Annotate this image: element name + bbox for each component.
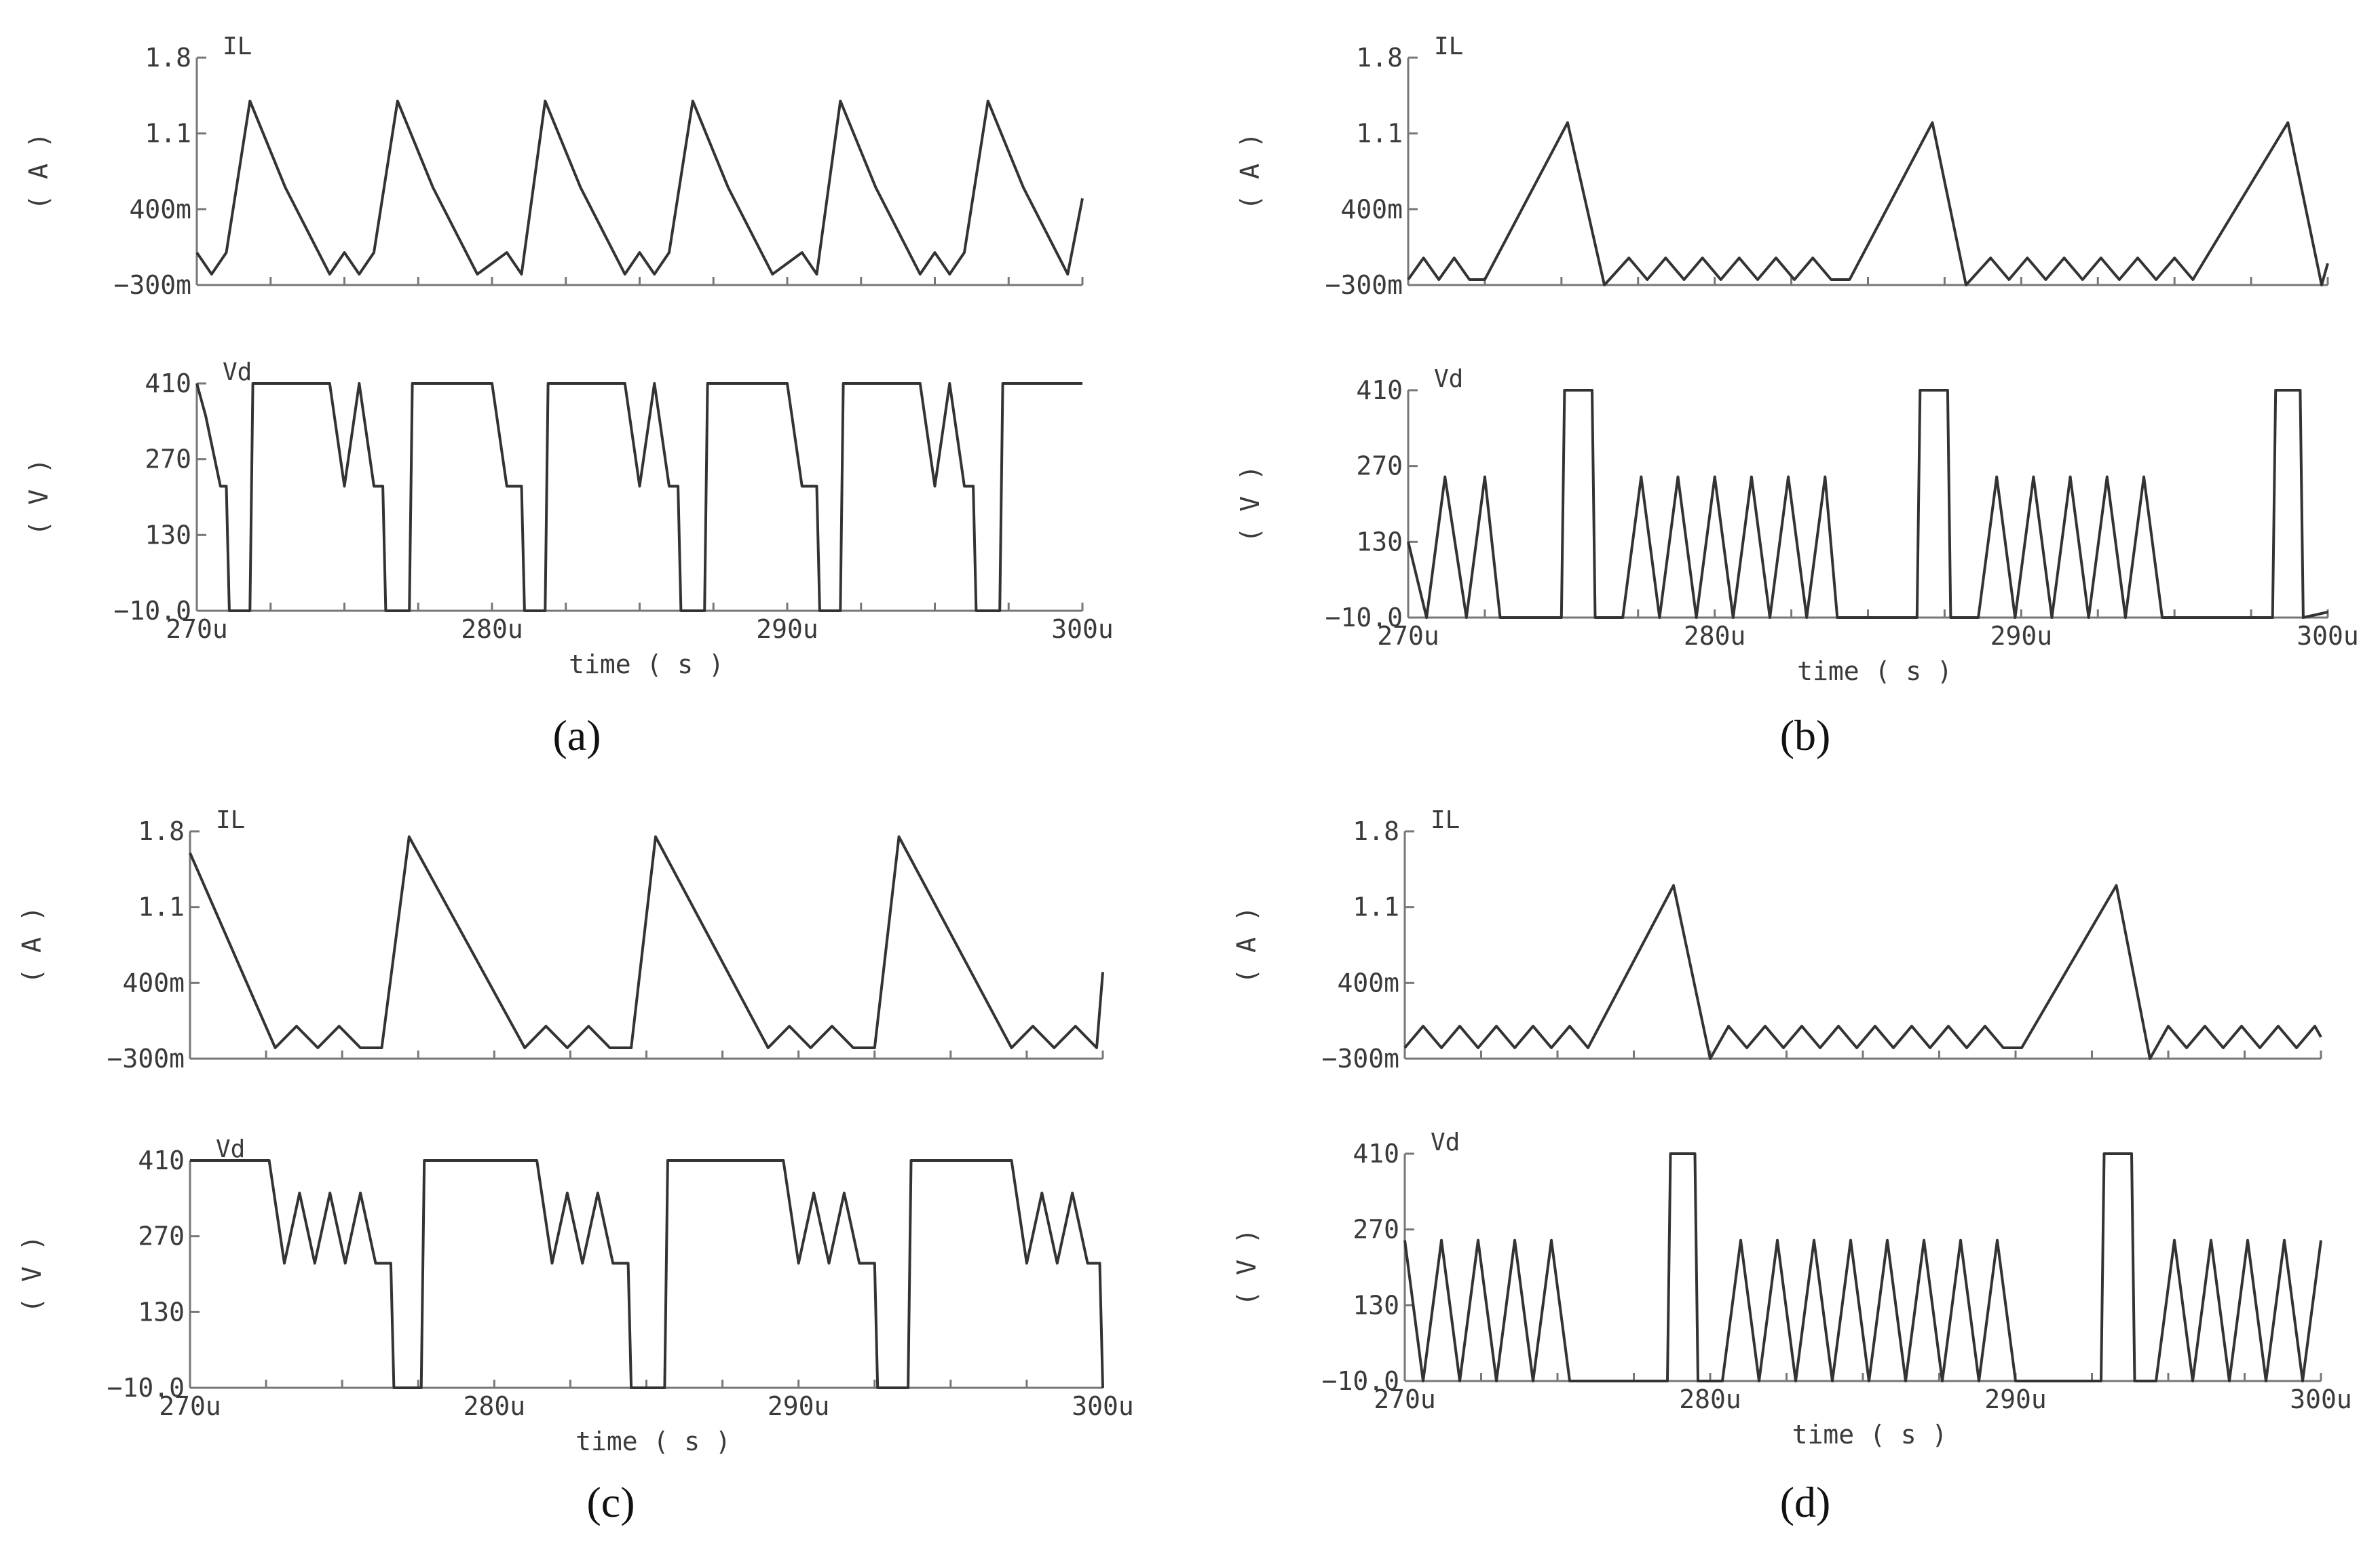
x-tick-label: 280u [464, 1391, 526, 1421]
y-tick-label: 1.1 [145, 119, 191, 149]
y-tick-label: 270 [1353, 1215, 1399, 1245]
y-tick-label: 1.8 [145, 43, 191, 73]
y-tick-label: 400m [1340, 194, 1403, 224]
y-tick-label: −300m [1325, 270, 1403, 300]
y-unit-label: ( A ) [1232, 906, 1262, 983]
trace-Vd [190, 1159, 1104, 1389]
y-tick-label: 1.1 [1353, 892, 1399, 922]
y-tick-label: 130 [1356, 527, 1403, 556]
x-tick-label: 300u [2297, 621, 2359, 651]
y-unit-label: ( A ) [1235, 132, 1265, 210]
trace-Vd [1403, 1152, 2322, 1382]
y-tick-label: 410 [145, 368, 191, 398]
y-unit-label: ( V ) [24, 458, 54, 535]
y-tick-label: 1.8 [138, 816, 185, 846]
x-tick-label: 290u [1990, 621, 2053, 651]
y-tick-label: 1.8 [1353, 816, 1399, 846]
y-unit-label: ( V ) [17, 1235, 47, 1312]
y-tick-label: −10.0 [1325, 603, 1403, 632]
y-tick-label: 1.1 [1356, 119, 1403, 149]
y-tick-label: −10.0 [1322, 1366, 1399, 1396]
panel-d: 1.8 1.1 400m −300m IL ( A ) 410 270 130 −10.0 Vd ( … [1232, 806, 2352, 1526]
signal-label: IL [216, 806, 245, 834]
signal-label: Vd [223, 358, 252, 386]
y-tick-label: 1.1 [138, 892, 185, 922]
y-tick-label: −10.0 [107, 1373, 185, 1403]
signal-label: IL [1431, 806, 1460, 834]
y-tick-label: 400m [122, 968, 185, 998]
panel-caption: (a) [552, 711, 601, 759]
y-tick-label: 130 [145, 520, 191, 550]
trace-IL [195, 99, 1084, 276]
y-tick-label: 410 [1353, 1139, 1399, 1169]
x-tick-label: 270u [1374, 1384, 1436, 1414]
signal-label: IL [1434, 33, 1463, 60]
trace-Vd [1407, 389, 2328, 619]
x-tick-label: 270u [159, 1391, 221, 1421]
signal-label: IL [223, 33, 252, 60]
y-tick-label: 410 [138, 1146, 185, 1175]
trace-Vd [195, 382, 1082, 612]
y-tick-label: 130 [1353, 1290, 1399, 1320]
signal-label: Vd [1431, 1129, 1460, 1156]
y-tick-label: 400m [1337, 968, 1399, 998]
panel-b: 1.8 1.1 400m −300m IL ( A ) 410 270 130 −10.0 Vd ( … [1235, 33, 2359, 759]
y-tick-label: 1.8 [1356, 43, 1403, 73]
trace-IL [1403, 884, 2322, 1060]
x-tick-label: 280u [1679, 1384, 1741, 1414]
y-tick-label: 410 [1356, 375, 1403, 405]
x-tick-label: 300u [1051, 614, 1114, 644]
x-tick-label: 280u [1684, 621, 1746, 651]
x-tick-label: 290u [756, 614, 818, 644]
y-tick-label: 270 [1356, 451, 1403, 481]
panel-caption: (d) [1780, 1478, 1831, 1526]
x-axis-label: time ( s ) [569, 649, 724, 679]
panel-caption: (c) [586, 1478, 635, 1526]
y-tick-label: 130 [138, 1297, 185, 1327]
trace-IL [1407, 121, 2329, 286]
x-tick-label: 280u [461, 614, 523, 644]
y-unit-label: ( V ) [1235, 465, 1265, 542]
x-tick-label: 270u [166, 614, 228, 644]
signal-label: Vd [216, 1135, 245, 1163]
y-tick-label: 270 [145, 445, 191, 474]
y-unit-label: ( V ) [1232, 1228, 1262, 1306]
x-axis-label: time ( s ) [1797, 656, 1952, 686]
y-tick-label: −300m [1322, 1044, 1399, 1074]
y-tick-label: −300m [114, 270, 191, 300]
y-tick-label: 400m [129, 194, 191, 224]
x-tick-label: 270u [1377, 621, 1439, 651]
x-tick-label: 290u [1984, 1384, 2047, 1414]
x-tick-label: 300u [2290, 1384, 2352, 1414]
panel-a: 1.8 1.1 400m −300m IL ( A ) 410 270 130 −10.0 Vd ( … [24, 33, 1114, 759]
panel-c: 1.8 1.1 400m −300m IL ( A ) 410 270 130 −10.0 Vd ( … [17, 806, 1134, 1526]
x-axis-label: time ( s ) [575, 1426, 731, 1456]
panel-caption: (b) [1780, 711, 1831, 759]
x-tick-label: 290u [768, 1391, 830, 1421]
y-tick-label: −300m [107, 1044, 185, 1074]
trace-IL [189, 835, 1104, 1049]
y-tick-label: 270 [138, 1222, 185, 1251]
y-unit-label: ( A ) [24, 132, 54, 210]
signal-label: Vd [1434, 365, 1463, 393]
y-tick-label: −10.0 [114, 596, 191, 626]
y-unit-label: ( A ) [17, 906, 47, 983]
x-axis-label: time ( s ) [1792, 1420, 1948, 1450]
x-tick-label: 300u [1072, 1391, 1134, 1421]
